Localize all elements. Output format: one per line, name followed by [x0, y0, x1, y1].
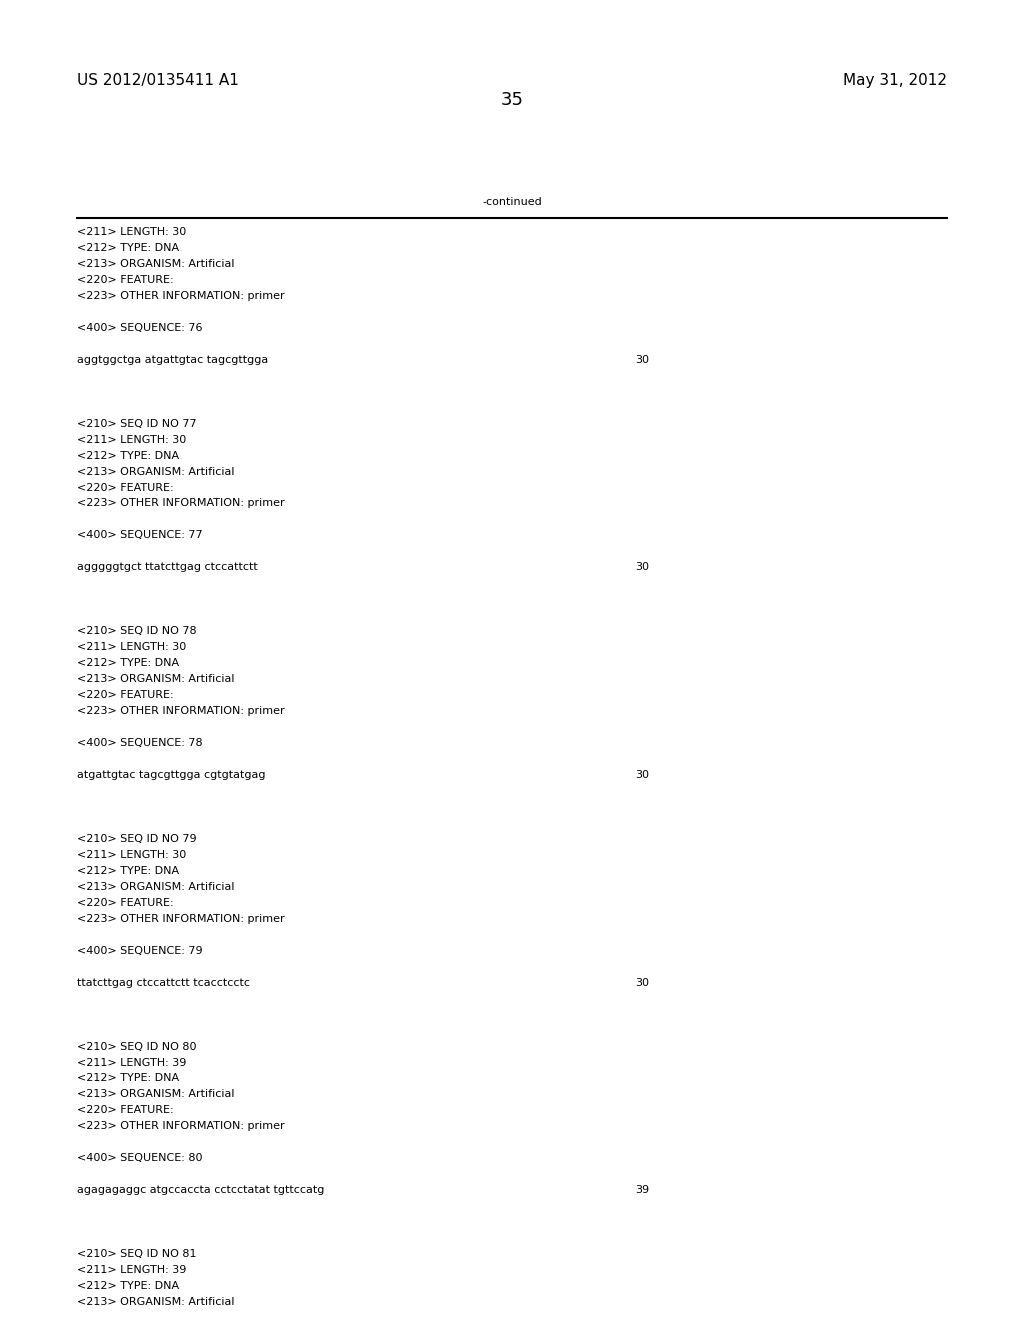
Text: <212> TYPE: DNA: <212> TYPE: DNA [77, 243, 179, 253]
Text: <213> ORGANISM: Artificial: <213> ORGANISM: Artificial [77, 882, 234, 892]
Text: US 2012/0135411 A1: US 2012/0135411 A1 [77, 73, 239, 88]
Text: <400> SEQUENCE: 78: <400> SEQUENCE: 78 [77, 738, 203, 748]
Text: <400> SEQUENCE: 76: <400> SEQUENCE: 76 [77, 323, 203, 333]
Text: <210> SEQ ID NO 78: <210> SEQ ID NO 78 [77, 626, 197, 636]
Text: 30: 30 [635, 562, 649, 573]
Text: <212> TYPE: DNA: <212> TYPE: DNA [77, 1073, 179, 1084]
Text: <220> FEATURE:: <220> FEATURE: [77, 1105, 173, 1115]
Text: <400> SEQUENCE: 79: <400> SEQUENCE: 79 [77, 945, 203, 956]
Text: <223> OTHER INFORMATION: primer: <223> OTHER INFORMATION: primer [77, 706, 285, 717]
Text: May 31, 2012: May 31, 2012 [843, 73, 947, 88]
Text: aggtggctga atgattgtac tagcgttgga: aggtggctga atgattgtac tagcgttgga [77, 355, 268, 364]
Text: <211> LENGTH: 30: <211> LENGTH: 30 [77, 850, 186, 859]
Text: <213> ORGANISM: Artificial: <213> ORGANISM: Artificial [77, 466, 234, 477]
Text: <223> OTHER INFORMATION: primer: <223> OTHER INFORMATION: primer [77, 913, 285, 924]
Text: <213> ORGANISM: Artificial: <213> ORGANISM: Artificial [77, 1298, 234, 1307]
Text: <212> TYPE: DNA: <212> TYPE: DNA [77, 659, 179, 668]
Text: 35: 35 [501, 91, 523, 110]
Text: <211> LENGTH: 30: <211> LENGTH: 30 [77, 434, 186, 445]
Text: <211> LENGTH: 30: <211> LENGTH: 30 [77, 227, 186, 238]
Text: <212> TYPE: DNA: <212> TYPE: DNA [77, 450, 179, 461]
Text: <223> OTHER INFORMATION: primer: <223> OTHER INFORMATION: primer [77, 499, 285, 508]
Text: ttatcttgag ctccattctt tcacctcctc: ttatcttgag ctccattctt tcacctcctc [77, 978, 250, 987]
Text: <400> SEQUENCE: 77: <400> SEQUENCE: 77 [77, 531, 203, 540]
Text: <212> TYPE: DNA: <212> TYPE: DNA [77, 1282, 179, 1291]
Text: <220> FEATURE:: <220> FEATURE: [77, 690, 173, 700]
Text: <210> SEQ ID NO 77: <210> SEQ ID NO 77 [77, 418, 197, 429]
Text: -continued: -continued [482, 197, 542, 207]
Text: <400> SEQUENCE: 80: <400> SEQUENCE: 80 [77, 1154, 203, 1163]
Text: <223> OTHER INFORMATION: primer: <223> OTHER INFORMATION: primer [77, 1122, 285, 1131]
Text: <211> LENGTH: 30: <211> LENGTH: 30 [77, 643, 186, 652]
Text: <210> SEQ ID NO 80: <210> SEQ ID NO 80 [77, 1041, 197, 1052]
Text: <211> LENGTH: 39: <211> LENGTH: 39 [77, 1057, 186, 1068]
Text: 30: 30 [635, 770, 649, 780]
Text: <220> FEATURE:: <220> FEATURE: [77, 898, 173, 908]
Text: 30: 30 [635, 355, 649, 364]
Text: agagagaggc atgccaccta cctcctatat tgttccatg: agagagaggc atgccaccta cctcctatat tgttcca… [77, 1185, 325, 1196]
Text: <220> FEATURE:: <220> FEATURE: [77, 275, 173, 285]
Text: <210> SEQ ID NO 81: <210> SEQ ID NO 81 [77, 1249, 197, 1259]
Text: agggggtgct ttatcttgag ctccattctt: agggggtgct ttatcttgag ctccattctt [77, 562, 258, 573]
Text: atgattgtac tagcgttgga cgtgtatgag: atgattgtac tagcgttgga cgtgtatgag [77, 770, 265, 780]
Text: <213> ORGANISM: Artificial: <213> ORGANISM: Artificial [77, 259, 234, 269]
Text: <223> OTHER INFORMATION: primer: <223> OTHER INFORMATION: primer [77, 290, 285, 301]
Text: <212> TYPE: DNA: <212> TYPE: DNA [77, 866, 179, 876]
Text: <211> LENGTH: 39: <211> LENGTH: 39 [77, 1265, 186, 1275]
Text: <213> ORGANISM: Artificial: <213> ORGANISM: Artificial [77, 1089, 234, 1100]
Text: 30: 30 [635, 978, 649, 987]
Text: <220> FEATURE:: <220> FEATURE: [77, 483, 173, 492]
Text: 39: 39 [635, 1185, 649, 1196]
Text: <213> ORGANISM: Artificial: <213> ORGANISM: Artificial [77, 675, 234, 684]
Text: <210> SEQ ID NO 79: <210> SEQ ID NO 79 [77, 834, 197, 843]
